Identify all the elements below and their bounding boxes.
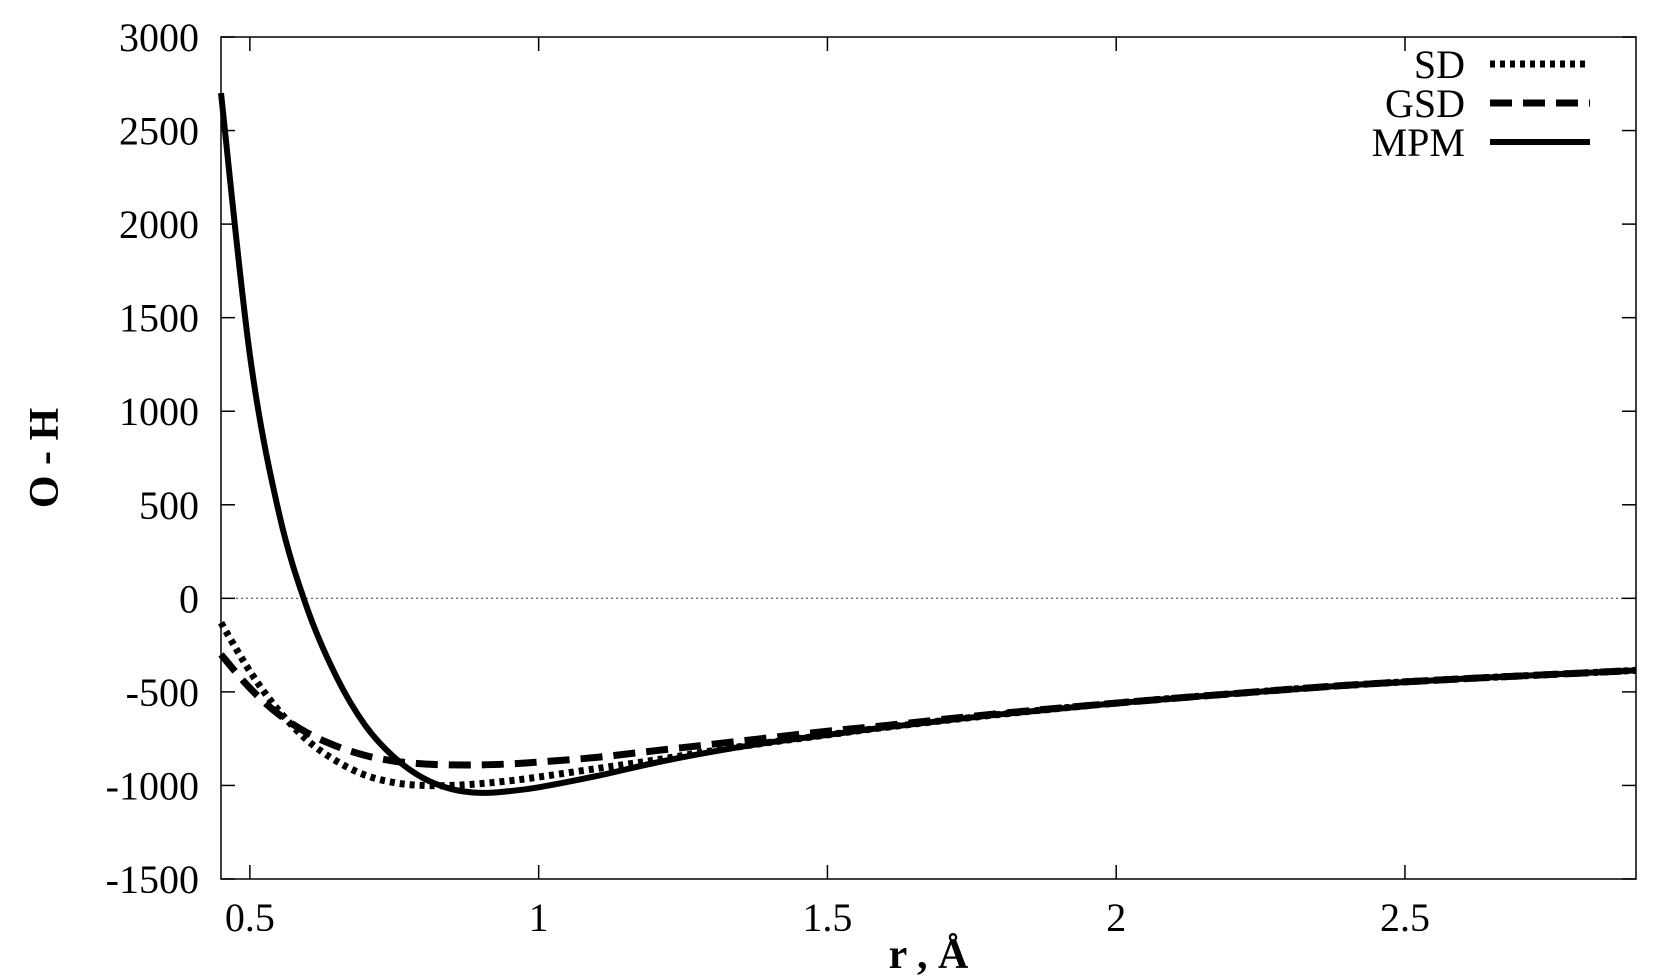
- plot-frame: [220, 36, 1637, 880]
- y-tick-label: -1000: [106, 763, 199, 808]
- y-tick-label: 500: [139, 483, 199, 528]
- y-tick-label: -500: [126, 670, 199, 715]
- y-tick-label: 0: [179, 576, 199, 621]
- x-tick-label: 1.5: [802, 895, 852, 940]
- legend-label-sd: SD: [1414, 42, 1465, 87]
- x-tick-label: 1: [529, 895, 549, 940]
- y-tick-label: 3000: [119, 15, 199, 60]
- x-tick-label: 2.5: [1380, 895, 1430, 940]
- x-axis-title: r , Å: [889, 932, 969, 978]
- y-tick-label: 1500: [119, 296, 199, 341]
- y-tick-label: -1500: [106, 857, 199, 902]
- series-line-mpm: [218, 92, 1637, 796]
- y-tick-label: 2500: [119, 109, 199, 154]
- x-tick-label: 0.5: [225, 895, 275, 940]
- y-axis-title: O - H: [22, 408, 68, 508]
- y-tick-label: 2000: [119, 202, 199, 247]
- x-tick-label: 2: [1106, 895, 1126, 940]
- legend-label-gsd: GSD: [1385, 81, 1465, 126]
- legend-label-mpm: MPM: [1372, 120, 1465, 165]
- y-tick-label: 1000: [119, 389, 199, 434]
